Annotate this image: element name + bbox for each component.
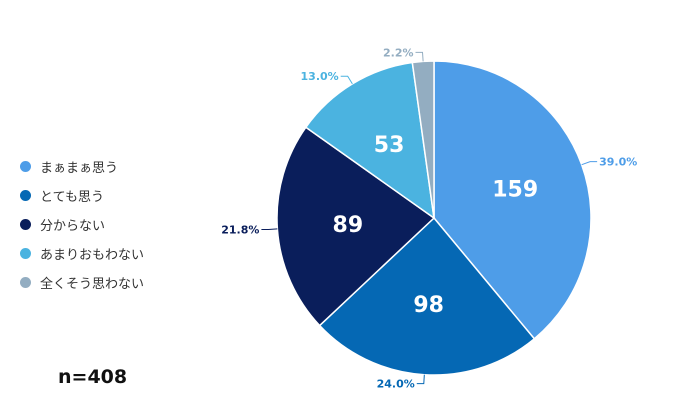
percent-label: 24.0% [377,378,415,391]
leader-line [581,161,598,166]
leader-line [416,374,425,385]
pie-slice [433,60,592,340]
legend-swatch [20,219,31,230]
leader-line [261,228,278,230]
legend-item: まぁまぁ思う [20,152,144,181]
leader-line [415,51,424,62]
slice-value-label: 159 [492,178,538,203]
slice-value-label: 53 [374,133,405,158]
legend-swatch [20,248,31,259]
percent-label: 21.8% [221,223,259,236]
leader-lines [261,51,598,385]
legend-label: 分からない [40,219,106,234]
slice-value-label: 89 [333,213,364,238]
slice-value-labels: 159 98 89 53 [333,133,539,318]
legend-swatch [20,277,31,288]
leader-line [340,75,353,85]
legend-label: とても思う [40,190,104,205]
legend-item: とても思う [20,181,144,210]
legend-swatch [20,190,31,201]
legend-item: 分からない [20,210,144,239]
percent-label: 13.0% [301,70,339,83]
percent-label: 39.0% [599,156,637,169]
pie-slices [276,60,592,376]
legend: まぁまぁ思う とても思う 分からない あまりおもわない 全くそう思わない [20,152,144,297]
legend-item: あまりおもわない [20,239,144,268]
pie-slice [318,216,536,376]
percent-label: 2.2% [383,46,414,59]
pie-slice [304,61,435,220]
legend-label: 全くそう思わない [40,277,145,292]
slice-value-label: 98 [413,293,444,318]
legend-label: あまりおもわない [40,248,145,263]
legend-swatch [20,161,31,172]
legend-label: まぁまぁ思う [40,161,119,176]
percent-labels: 39.0% 24.0% 21.8% 13.0% 2.2% [221,46,637,390]
sample-size-label: n=408 [58,366,128,388]
pie-slice [276,126,436,327]
legend-item: 全くそう思わない [20,268,144,297]
